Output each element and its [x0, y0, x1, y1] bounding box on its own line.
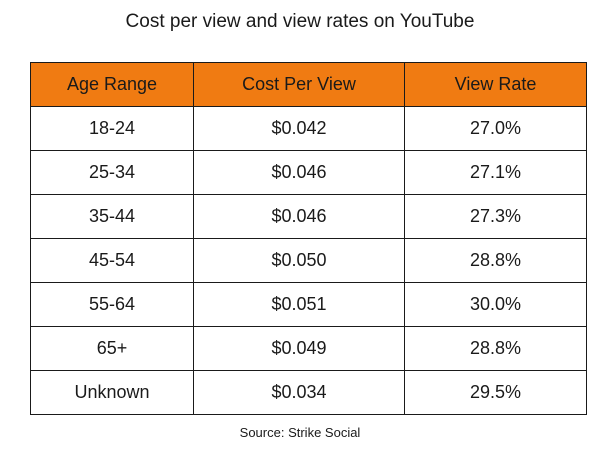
table-cell: 28.8% [404, 238, 587, 283]
column-header: Age Range [30, 62, 194, 107]
table-cell: 65+ [30, 326, 194, 371]
table-cell: $0.046 [193, 150, 405, 195]
table-cell: 35-44 [30, 194, 194, 239]
table-cell: 30.0% [404, 282, 587, 327]
table-row: 18-24 $0.042 27.0% [30, 106, 587, 151]
table-row: 65+ $0.049 28.8% [30, 326, 587, 371]
table-row: 55-64 $0.051 30.0% [30, 282, 587, 327]
table-row: 35-44 $0.046 27.3% [30, 194, 587, 239]
table-cell: 28.8% [404, 326, 587, 371]
table-cell: $0.034 [193, 370, 405, 415]
data-table: Age Range Cost Per View View Rate 18-24 $0.… [30, 62, 587, 415]
chart-title: Cost per view and view rates on YouTube [125, 11, 475, 32]
table-cell: 27.3% [404, 194, 587, 239]
column-header: View Rate [404, 62, 587, 107]
table-cell: $0.051 [193, 282, 405, 327]
table-cell: 27.1% [404, 150, 587, 195]
table-cell: 45-54 [30, 238, 194, 283]
table-row: Unknown $0.034 29.5% [30, 370, 587, 415]
table-row: 45-54 $0.050 28.8% [30, 238, 587, 283]
table-cell: $0.046 [193, 194, 405, 239]
table-cell: 18-24 [30, 106, 194, 151]
table-row: 25-34 $0.046 27.1% [30, 150, 587, 195]
table-cell: Unknown [30, 370, 194, 415]
table-body: 18-24 $0.042 27.0% 25-34 $0.046 27.1% 35-44 $0.… [30, 106, 587, 415]
table-cell: $0.050 [193, 238, 405, 283]
table-header-row: Age Range Cost Per View View Rate [30, 62, 587, 107]
column-header: Cost Per View [193, 62, 405, 107]
table-cell: 55-64 [30, 282, 194, 327]
table-cell: 29.5% [404, 370, 587, 415]
table-cell: $0.042 [193, 106, 405, 151]
table-cell: 25-34 [30, 150, 194, 195]
source-note: Source: Strike Social [239, 425, 361, 440]
table-cell: 27.0% [404, 106, 587, 151]
table-cell: $0.049 [193, 326, 405, 371]
